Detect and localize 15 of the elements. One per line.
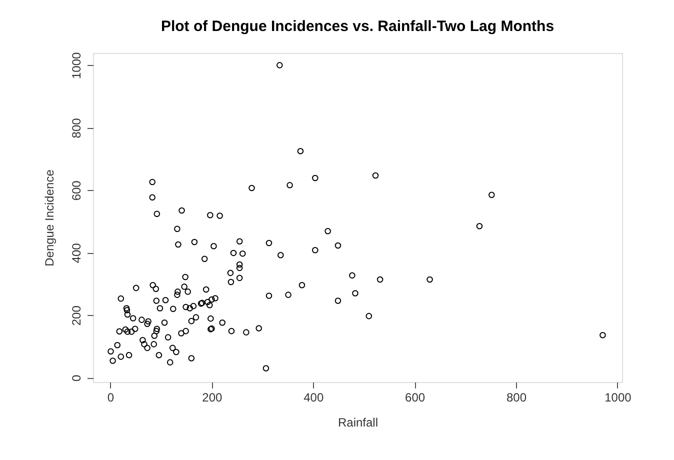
x-tick-label: 0 bbox=[107, 390, 114, 404]
x-tick-label: 800 bbox=[506, 390, 527, 404]
y-tick-label: 600 bbox=[70, 180, 84, 201]
y-tick-label: 400 bbox=[70, 242, 84, 264]
y-tick-label: 800 bbox=[70, 118, 84, 138]
y-axis-title: Dengue Incidence bbox=[42, 169, 56, 266]
x-tick-label: 200 bbox=[202, 390, 223, 404]
y-tick-label: 1000 bbox=[70, 52, 84, 80]
y-tick-label: 200 bbox=[70, 305, 84, 326]
x-tick-label: 400 bbox=[304, 390, 324, 404]
x-tick-label: 600 bbox=[405, 390, 426, 404]
chart-title: Plot of Dengue Incidences vs. Rainfall-Two Lag Months bbox=[160, 18, 554, 35]
x-axis-title: Rainfall bbox=[338, 416, 378, 430]
y-tick-label: 0 bbox=[70, 374, 84, 382]
x-tick-label: 1000 bbox=[604, 390, 632, 404]
